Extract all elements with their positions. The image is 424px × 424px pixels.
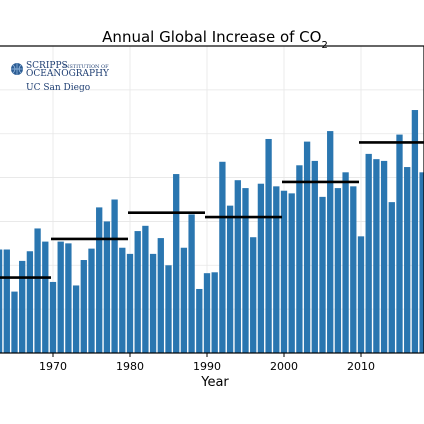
bar-1976 — [96, 207, 103, 353]
bar-1971 — [57, 241, 64, 353]
bar-1969 — [42, 241, 49, 353]
bar-1993 — [226, 205, 234, 353]
bar-1981 — [134, 231, 141, 353]
x-tick-label-2000: 2000 — [270, 360, 298, 373]
decadal-means-group — [0, 141, 424, 279]
bar-2017 — [411, 110, 419, 353]
bar-1987 — [180, 247, 188, 353]
bar-1990 — [203, 273, 211, 353]
bar-1985 — [165, 265, 172, 353]
x-axis-ticks: 1970 1980 1990 2000 2010 — [39, 353, 375, 373]
bar-1974 — [80, 260, 87, 353]
bar-1992 — [219, 161, 226, 353]
logo-ucsd-text: UC San Diego — [26, 83, 90, 93]
bar-1982 — [142, 225, 149, 353]
bar-1967 — [26, 251, 34, 353]
bar-1968 — [34, 228, 41, 353]
logo-institution-text: INSTITUTION OF — [63, 64, 109, 70]
x-tick-label-1990: 1990 — [193, 360, 221, 373]
x-tick-label-1980: 1980 — [116, 360, 144, 373]
bar-1994 — [234, 180, 241, 353]
x-tick-label-2010: 2010 — [347, 360, 375, 373]
bar-2015 — [396, 134, 403, 353]
bar-2013 — [380, 160, 388, 353]
chart-title: Annual Global Increase of CO2 — [102, 28, 328, 51]
bar-1970 — [49, 281, 57, 353]
bar-1986 — [173, 174, 180, 353]
bar-1997 — [257, 183, 265, 353]
bar-2000 — [280, 190, 288, 353]
bar-2012 — [373, 159, 380, 353]
bar-1963 — [0, 249, 3, 353]
logo-oceanography-text: OCEANOGRAPHY — [26, 69, 110, 79]
globe-icon-lines — [11, 63, 23, 75]
bar-2007 — [334, 188, 342, 353]
bar-2016 — [404, 167, 411, 353]
bar-1975 — [88, 248, 95, 353]
bar-1966 — [19, 260, 26, 353]
x-tick-label-1970: 1970 — [39, 360, 67, 373]
bar-2001 — [288, 193, 295, 353]
bar-1984 — [157, 238, 164, 353]
bar-1996 — [250, 237, 257, 353]
bar-1988 — [188, 214, 195, 353]
bar-1983 — [149, 253, 157, 353]
bar-1978 — [111, 199, 118, 353]
bar-1999 — [273, 186, 280, 353]
logo-scripps-text: SCRIPPS — [26, 61, 68, 71]
bar-2005 — [319, 196, 326, 353]
bar-1973 — [72, 285, 80, 353]
bar-2003 — [303, 141, 311, 353]
bar-1989 — [196, 288, 203, 353]
bar-2002 — [296, 165, 303, 353]
bar-1980 — [126, 253, 134, 353]
bar-2018 — [419, 172, 424, 353]
bar-1991 — [211, 272, 218, 353]
x-axis-label: Year — [200, 375, 229, 390]
bar-2011 — [365, 153, 372, 353]
bar-1977 — [103, 221, 111, 353]
bar-1979 — [119, 247, 126, 353]
bars-group — [0, 110, 424, 353]
bar-1972 — [65, 243, 72, 353]
bar-2009 — [350, 186, 357, 353]
bar-2008 — [342, 172, 349, 353]
bar-2014 — [388, 202, 395, 353]
bar-1995 — [242, 188, 249, 353]
plot-frame — [0, 45, 424, 354]
bar-2004 — [311, 160, 318, 353]
bar-1964 — [3, 249, 10, 353]
bar-1998 — [265, 138, 272, 353]
bar-2010 — [357, 236, 365, 353]
bar-2006 — [327, 131, 334, 353]
scripps-logo: SCRIPPS INSTITUTION OF OCEANOGRAPHY UC S… — [11, 61, 110, 93]
bar-1965 — [11, 291, 18, 353]
